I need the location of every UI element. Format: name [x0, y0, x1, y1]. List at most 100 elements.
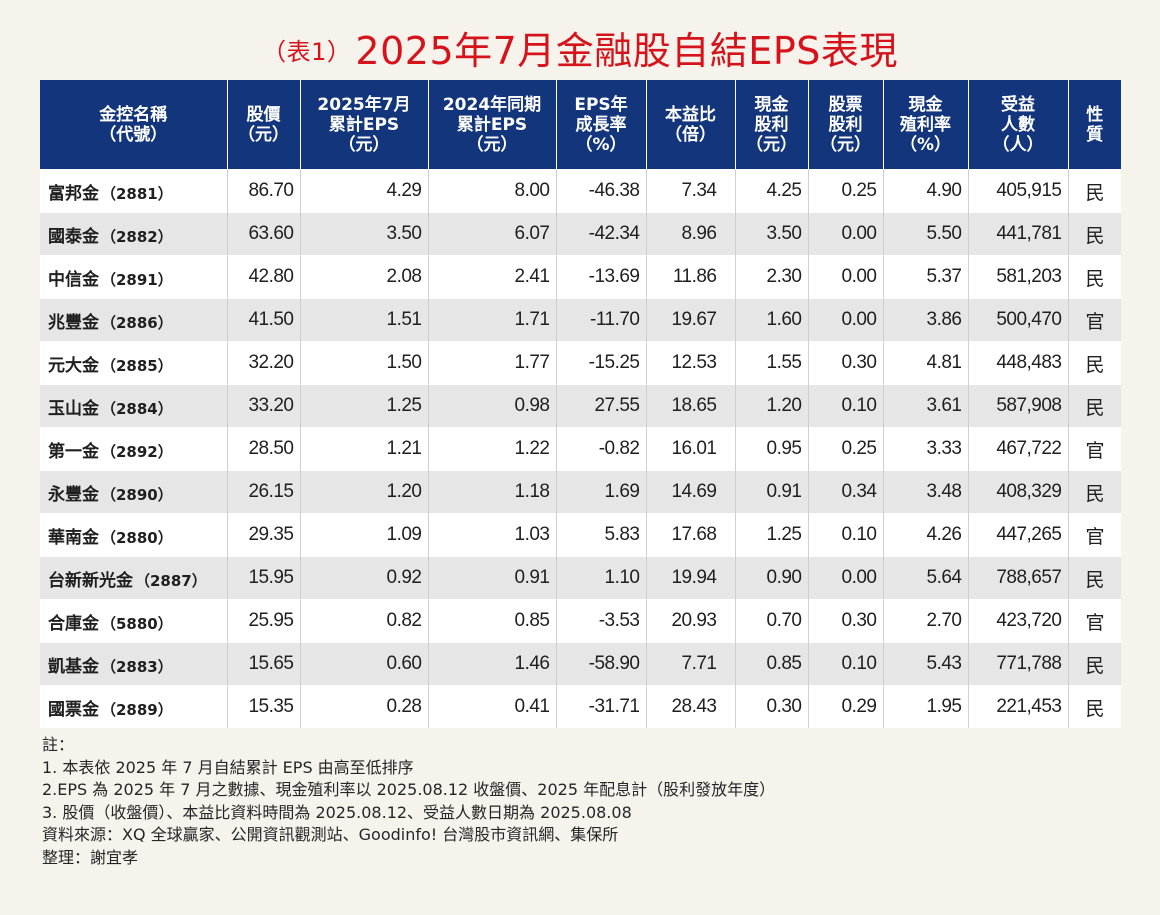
pe-cell: 7.71 — [646, 642, 736, 686]
company-cell: 永豐金 （2890） — [40, 470, 228, 514]
note-line: 2.EPS 為 2025 年 7 月之數據、現金殖利率以 2025.08.12 … — [42, 780, 776, 799]
company-name: 富邦金 — [48, 183, 99, 204]
yield-cell: 3.86 — [883, 298, 969, 342]
cash-dividend-cell: 0.91 — [735, 470, 809, 514]
pe-cell: 20.93 — [646, 599, 736, 643]
table-row: 凱基金 （2883） 15.65 0.60 1.46 -58.90 7.71 0.85 0.10… — [40, 642, 1121, 686]
table-row: 合庫金 （5880） 25.95 0.82 0.85 -3.53 20.93 0.70 0.30… — [40, 599, 1121, 643]
growth-cell: -13.69 — [556, 255, 647, 299]
footnotes: 註： 1. 本表依 2025 年 7 月自結累計 EPS 由高至低排序 2.EPS … — [42, 734, 775, 869]
pe-cell: 11.86 — [646, 255, 736, 299]
eps-2025-cell: 0.82 — [300, 599, 429, 643]
company-cell: 合庫金 （5880） — [40, 599, 228, 643]
yield-cell: 4.90 — [883, 169, 969, 213]
eps-2025-cell: 4.29 — [300, 169, 429, 213]
type-cell: 民 — [1068, 341, 1121, 385]
stock-dividend-cell: 0.00 — [808, 255, 884, 299]
growth-cell: -42.34 — [556, 212, 647, 256]
table-row: 國泰金 （2882） 63.60 3.50 6.07 -42.34 8.96 3.50 0.00… — [40, 212, 1121, 256]
stock-dividend-cell: 0.00 — [808, 556, 884, 600]
eps-2025-cell: 1.50 — [300, 341, 429, 385]
table-row: 元大金 （2885） 32.20 1.50 1.77 -15.25 12.53 1.55 0.3… — [40, 341, 1121, 385]
growth-cell: -11.70 — [556, 298, 647, 342]
company-code: （2889） — [101, 700, 173, 719]
holders-cell: 771,788 — [968, 642, 1069, 686]
note-line: 註： — [42, 735, 75, 754]
pe-cell: 16.01 — [646, 427, 736, 471]
column-header: 金控名稱 （代號） — [40, 80, 228, 170]
yield-cell: 5.43 — [883, 642, 969, 686]
table-row: 永豐金 （2890） 26.15 1.20 1.18 1.69 14.69 0.91 0.34 3… — [40, 470, 1121, 514]
pe-cell: 7.34 — [646, 169, 736, 213]
column-header: 2025年7月 累計EPS （元） — [300, 80, 429, 170]
growth-cell: -3.53 — [556, 599, 647, 643]
eps-2024-cell: 2.41 — [428, 255, 557, 299]
column-header: 2024年同期 累計EPS （元） — [428, 80, 557, 170]
type-cell: 民 — [1068, 470, 1121, 514]
yield-cell: 5.37 — [883, 255, 969, 299]
column-header: 本益比 （倍） — [646, 80, 736, 170]
table-row: 台新新光金 （2887） 15.95 0.92 0.91 1.10 19.94 0.90 0.0… — [40, 556, 1121, 600]
yield-cell: 5.50 — [883, 212, 969, 256]
cash-dividend-cell: 1.60 — [735, 298, 809, 342]
holders-cell: 423,720 — [968, 599, 1069, 643]
price-cell: 42.80 — [227, 255, 301, 299]
holders-cell: 408,329 — [968, 470, 1069, 514]
table-row: 富邦金 （2881） 86.70 4.29 8.00 -46.38 7.34 4.25 0.25… — [40, 169, 1121, 213]
pe-cell: 18.65 — [646, 384, 736, 428]
company-code: （2880） — [101, 528, 173, 547]
eps-table: 金控名稱 （代號） 股價 （元） 2025年7月 累計EPS （元） 2024年同期 … — [40, 80, 1121, 728]
eps-2025-cell: 1.20 — [300, 470, 429, 514]
cash-dividend-cell: 3.50 — [735, 212, 809, 256]
company-cell: 凱基金 （2883） — [40, 642, 228, 686]
holders-cell: 467,722 — [968, 427, 1069, 471]
column-header: 現金 殖利率 （%） — [883, 80, 969, 170]
company-name: 華南金 — [48, 527, 99, 548]
eps-2024-cell: 1.71 — [428, 298, 557, 342]
price-cell: 15.35 — [227, 685, 301, 728]
holders-cell: 788,657 — [968, 556, 1069, 600]
company-code: （2881） — [101, 184, 173, 203]
yield-cell: 3.48 — [883, 470, 969, 514]
eps-2025-cell: 2.08 — [300, 255, 429, 299]
company-code: （2887） — [135, 571, 207, 590]
eps-2024-cell: 0.41 — [428, 685, 557, 728]
yield-cell: 3.61 — [883, 384, 969, 428]
company-code: （2892） — [101, 442, 173, 461]
cash-dividend-cell: 0.70 — [735, 599, 809, 643]
cash-dividend-cell: 0.95 — [735, 427, 809, 471]
yield-cell: 1.95 — [883, 685, 969, 728]
stock-dividend-cell: 0.10 — [808, 513, 884, 557]
growth-cell: 5.83 — [556, 513, 647, 557]
type-cell: 官 — [1068, 599, 1121, 643]
type-cell: 民 — [1068, 685, 1121, 728]
cash-dividend-cell: 0.30 — [735, 685, 809, 728]
stock-dividend-cell: 0.30 — [808, 599, 884, 643]
growth-cell: -58.90 — [556, 642, 647, 686]
holders-cell: 581,203 — [968, 255, 1069, 299]
table-row: 玉山金 （2884） 33.20 1.25 0.98 27.55 18.65 1.20 0.10… — [40, 384, 1121, 428]
company-name: 合庫金 — [48, 613, 99, 634]
price-cell: 15.95 — [227, 556, 301, 600]
company-code: （2885） — [101, 356, 173, 375]
pe-cell: 17.68 — [646, 513, 736, 557]
price-cell: 29.35 — [227, 513, 301, 557]
type-cell: 民 — [1068, 169, 1121, 213]
stock-dividend-cell: 0.34 — [808, 470, 884, 514]
column-header: EPS年 成長率 （%） — [556, 80, 647, 170]
stock-dividend-cell: 0.25 — [808, 427, 884, 471]
company-cell: 富邦金 （2881） — [40, 169, 228, 213]
company-name: 國泰金 — [48, 226, 99, 247]
yield-cell: 5.64 — [883, 556, 969, 600]
holders-cell: 587,908 — [968, 384, 1069, 428]
table-row: 中信金 （2891） 42.80 2.08 2.41 -13.69 11.86 2.30 0.0… — [40, 255, 1121, 299]
page-title: （表1） 2025年7月金融股自結EPS表現 — [0, 28, 1160, 75]
eps-2025-cell: 1.09 — [300, 513, 429, 557]
holders-cell: 441,781 — [968, 212, 1069, 256]
company-cell: 台新新光金 （2887） — [40, 556, 228, 600]
cash-dividend-cell: 1.20 — [735, 384, 809, 428]
eps-2024-cell: 1.77 — [428, 341, 557, 385]
company-code: （5880） — [101, 614, 173, 633]
column-header: 性 質 — [1068, 80, 1121, 170]
eps-2025-cell: 1.25 — [300, 384, 429, 428]
